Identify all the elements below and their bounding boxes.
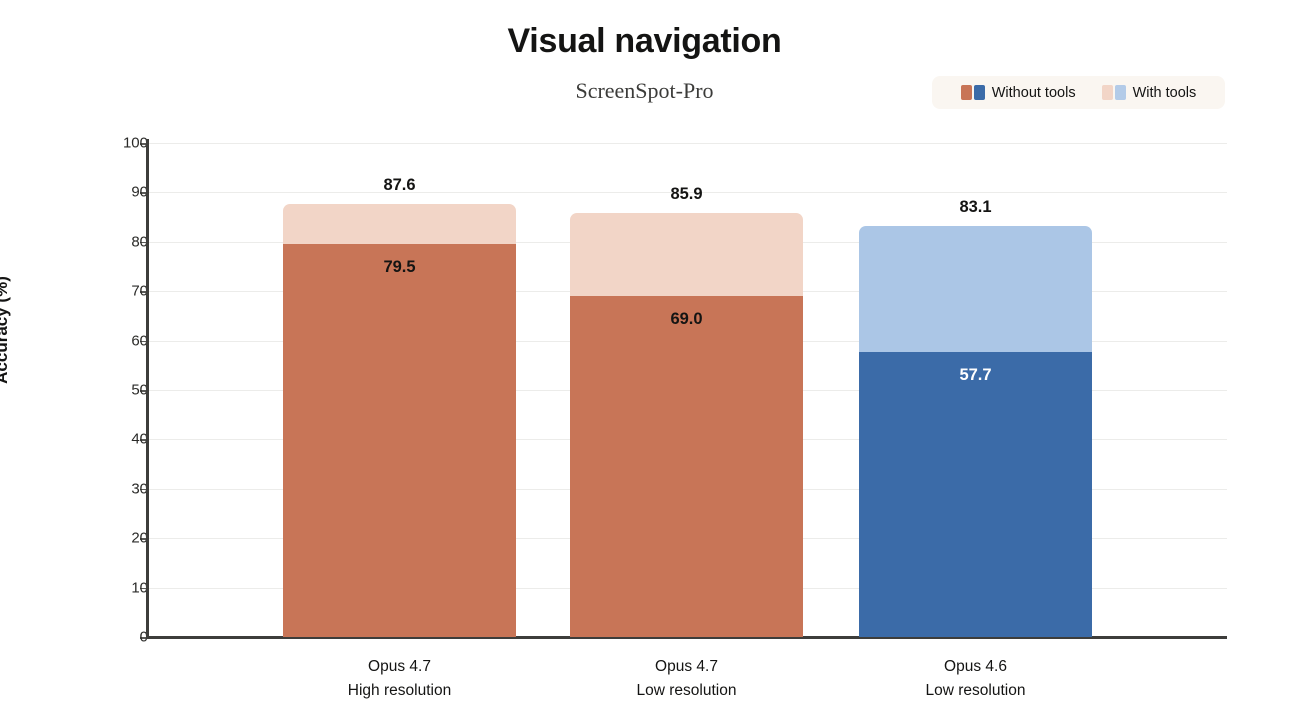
bar-group[interactable]: 57.7 — [859, 226, 1092, 637]
y-axis-tick-label: 80 — [131, 233, 148, 251]
bar-segment-with-tools[interactable] — [859, 226, 1092, 352]
y-axis-title: Accuracy (%) — [0, 276, 11, 384]
chart-title: Visual navigation — [507, 22, 782, 60]
x-axis-line — [146, 636, 1227, 639]
legend-swatch-orange-dark — [960, 85, 972, 100]
x-axis-category-label: Opus 4.7 Low resolution — [570, 655, 803, 703]
y-axis-line — [146, 139, 149, 639]
y-axis-tick — [140, 241, 148, 244]
gridline — [148, 192, 1227, 194]
y-axis-tick — [140, 291, 148, 293]
y-axis-tick-label: 100 — [122, 134, 148, 152]
bar-total-value-label: 83.1 — [959, 198, 992, 217]
legend-swatch-group-with-tools — [1101, 85, 1126, 100]
y-axis-tick-label: 10 — [131, 579, 148, 597]
x-axis-category-line: Opus 4.7 — [368, 658, 431, 675]
y-axis-tick — [140, 143, 148, 145]
y-axis-tick-label: 70 — [131, 282, 148, 300]
chart-subtitle: ScreenSpot-Pro — [575, 78, 714, 103]
y-axis-tick-label: 0 — [139, 628, 148, 646]
bar-total-value-label: 87.6 — [383, 176, 416, 195]
legend-swatch-group-without-tools — [960, 85, 985, 100]
y-axis-tick — [140, 439, 148, 441]
bar-inner-value-label: 69.0 — [670, 310, 703, 329]
y-axis-tick — [140, 488, 148, 491]
legend-swatch-orange-light — [1101, 85, 1113, 100]
bar-segment-with-tools[interactable] — [570, 212, 803, 297]
y-axis-tick-label: 30 — [131, 480, 148, 498]
bar-segment-without-tools[interactable] — [283, 244, 516, 637]
legend-swatch-blue-dark — [973, 85, 985, 100]
x-axis-category-label: Opus 4.6 Low resolution — [859, 655, 1092, 703]
x-axis-category-label: Opus 4.7 High resolution — [283, 655, 516, 703]
x-axis-category-line: Low resolution — [636, 682, 737, 700]
chart-legend: Without tools With tools — [932, 76, 1225, 109]
y-axis-tick-label: 90 — [131, 183, 148, 201]
legend-swatch-blue-light — [1114, 85, 1126, 100]
y-axis-tick — [140, 340, 148, 343]
y-axis-tick-label: 50 — [131, 381, 148, 399]
bar-total-value-label: 85.9 — [670, 184, 703, 203]
y-axis-tick — [140, 538, 148, 540]
bar-group[interactable]: 69.0 — [570, 212, 803, 637]
legend-label-without-tools: Without tools — [991, 84, 1076, 101]
y-axis-tick-label: 60 — [131, 332, 148, 350]
legend-item-without-tools[interactable]: Without tools — [960, 84, 1076, 101]
x-axis-category-line: High resolution — [347, 682, 452, 700]
legend-item-with-tools[interactable]: With tools — [1101, 84, 1197, 101]
bar-segment-without-tools[interactable] — [859, 351, 1092, 637]
legend-label-with-tools: With tools — [1132, 84, 1197, 101]
bar-segment-without-tools[interactable] — [570, 296, 803, 637]
gridline — [148, 143, 1227, 144]
y-axis-tick-label: 20 — [131, 529, 148, 547]
bar-group[interactable]: 79.5 — [283, 204, 516, 637]
x-axis-category-line: Low resolution — [925, 682, 1026, 700]
x-axis-category-line: Opus 4.6 — [944, 658, 1007, 675]
x-axis-category-line: Opus 4.7 — [655, 658, 718, 675]
y-axis-tick — [140, 192, 148, 194]
bar-inner-value-label: 57.7 — [959, 365, 992, 384]
y-axis-tick-label: 40 — [131, 430, 148, 448]
bar-inner-value-label: 79.5 — [383, 258, 416, 277]
bar-segment-with-tools[interactable] — [283, 204, 516, 245]
y-axis-tick — [140, 587, 148, 590]
y-axis-tick — [140, 637, 148, 639]
y-axis-tick — [140, 390, 148, 392]
